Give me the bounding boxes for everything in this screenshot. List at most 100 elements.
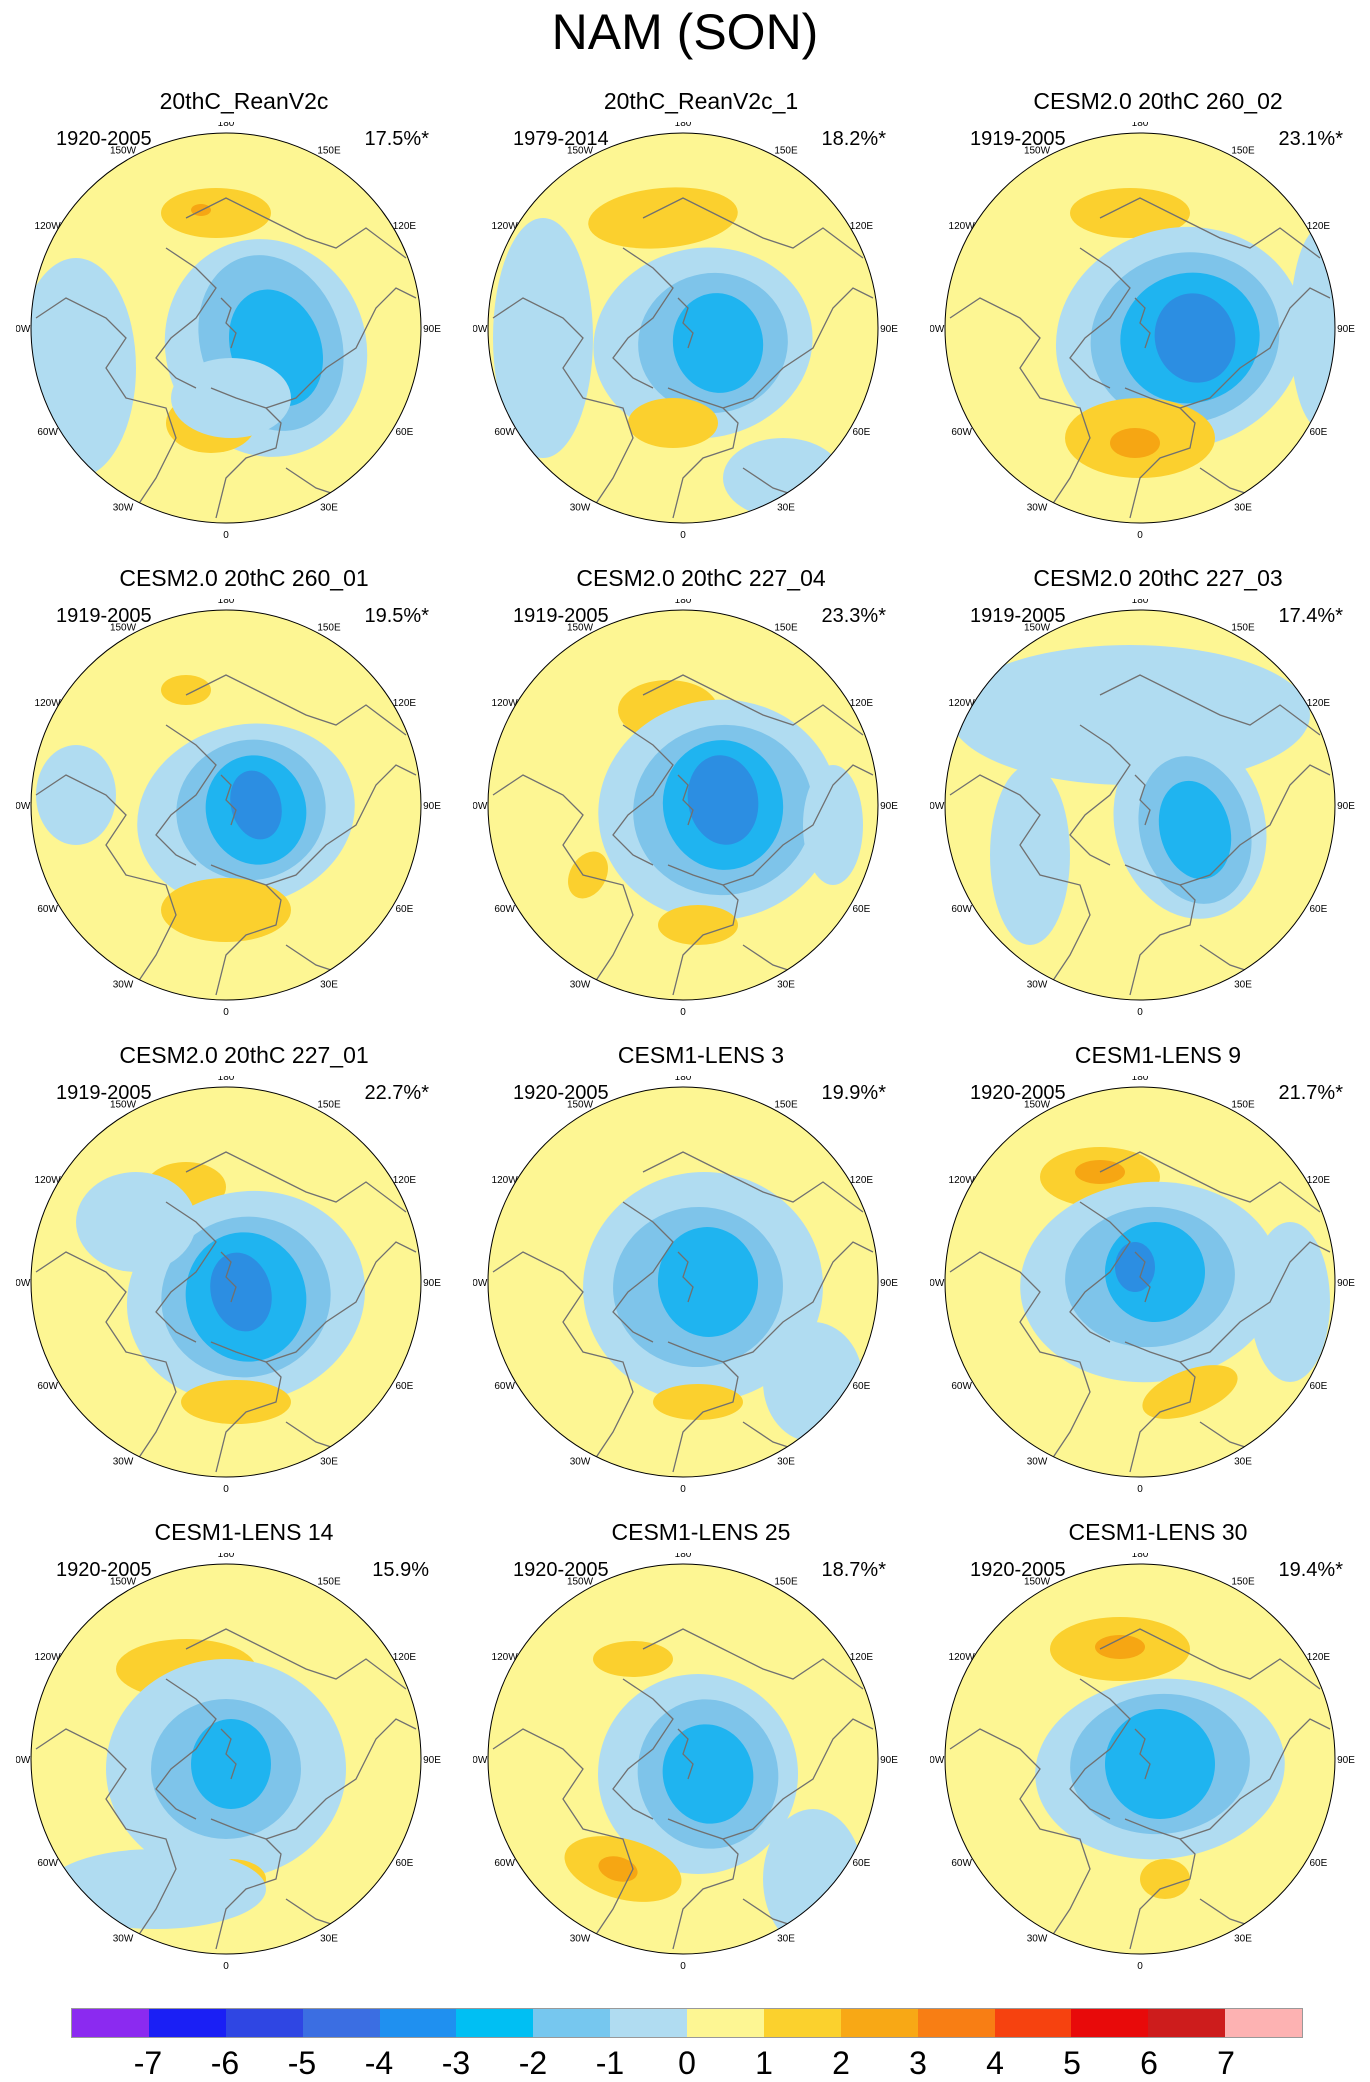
longitude-label: 60E — [396, 427, 414, 438]
coastline — [1099, 197, 1321, 259]
panel-period: 1920-2005 — [513, 1082, 609, 1104]
map-panel: CESM2.0 20thC 227_03 1919-2005 17.4%* 180 15… — [930, 565, 1370, 1043]
panel-variance-explained: 18.2%* — [821, 128, 887, 150]
coastline — [1069, 724, 1131, 866]
coastline — [265, 287, 417, 409]
panel-title: CESM1-LENS 25 — [611, 1519, 791, 1545]
longitude-label: 0 — [223, 1961, 229, 1972]
longitude-label: 60E — [396, 904, 414, 915]
coastline — [612, 1201, 674, 1343]
longitude-label: 120E — [1307, 698, 1331, 709]
anomaly-contour — [76, 1172, 196, 1272]
coastline — [667, 1818, 739, 1950]
polar-stereographic-map: 180 150E 120E 90E 60E 30E 0 30W 60W 90W 120W 150W — [16, 1553, 441, 1972]
longitude-label: 0 — [223, 1484, 229, 1495]
longitude-label: 150E — [774, 146, 798, 157]
panel-variance-explained: 22.7%* — [364, 1082, 430, 1104]
longitude-label: 180 — [218, 122, 235, 129]
anomaly-contour — [1105, 1709, 1215, 1819]
longitude-label: 30E — [320, 502, 338, 513]
longitude-label: 150E — [774, 1577, 798, 1588]
polar-stereographic-map: 180 150E 120E 90E 60E 30E 0 30W 60W 90W 120W 150W — [930, 1076, 1355, 1495]
coastline — [210, 1341, 282, 1473]
map-boundary — [487, 132, 879, 524]
longitude-label: 30W — [570, 1456, 591, 1467]
panel-title: CESM2.0 20thC 227_04 — [576, 565, 826, 591]
panel-variance-explained: 19.9%* — [821, 1082, 887, 1104]
longitude-label: 120E — [1307, 1652, 1331, 1663]
map-panel: CESM2.0 20thC 260_02 1919-2005 23.1%* 180 15… — [930, 88, 1370, 566]
longitude-label: 60W — [37, 427, 58, 438]
longitude-label: 120W — [492, 698, 519, 709]
longitude-label: 90E — [423, 1278, 441, 1289]
coastline — [667, 864, 739, 996]
polar-stereographic-map: 180 150E 120E 90E 60E 30E 0 30W 60W 90W 120W 150W — [930, 122, 1355, 541]
colorbar — [71, 2008, 1303, 2038]
coastline — [265, 1241, 417, 1363]
longitude-label: 30E — [1234, 1933, 1252, 1944]
coastline — [677, 1728, 694, 1780]
longitude-label: 30W — [570, 979, 591, 990]
coastline — [155, 1678, 217, 1820]
longitude-label: 90W — [473, 324, 488, 335]
longitude-label: 150W — [110, 1100, 137, 1111]
polar-stereographic-map: 180 150E 120E 90E 60E 30E 0 30W 60W 90W 120W 150W — [930, 1553, 1355, 1972]
longitude-label: 90E — [1337, 324, 1355, 335]
panel-variance-explained: 15.9% — [372, 1559, 429, 1581]
longitude-label: 120E — [850, 698, 874, 709]
longitude-label: 90W — [930, 324, 945, 335]
longitude-label: 60E — [853, 1381, 871, 1392]
coastline — [1099, 1151, 1321, 1213]
longitude-label: 60E — [853, 427, 871, 438]
longitude-label: 180 — [675, 599, 692, 606]
longitude-label: 150E — [1231, 623, 1255, 634]
coastline — [265, 764, 417, 886]
longitude-label: 120W — [492, 221, 519, 232]
longitude-label: 60E — [396, 1381, 414, 1392]
anomaly-contour — [588, 187, 738, 249]
colorbar-tick-label: 0 — [678, 2045, 696, 2081]
anomaly-contour — [657, 1227, 759, 1337]
coastline — [642, 197, 864, 259]
panel-title: CESM2.0 20thC 227_01 — [119, 1042, 369, 1068]
colorbar-tick-label: 6 — [1140, 2045, 1158, 2081]
coastline — [1069, 247, 1131, 389]
longitude-label: 30E — [320, 979, 338, 990]
longitude-label: 120E — [1307, 1175, 1331, 1186]
coastline — [492, 297, 634, 509]
longitude-label: 180 — [675, 122, 692, 129]
coastline — [155, 724, 217, 866]
map-panel: CESM2.0 20thC 260_01 1919-2005 19.5%* 180 15… — [16, 565, 472, 1043]
longitude-label: 120E — [393, 1175, 417, 1186]
coastline — [1134, 774, 1151, 826]
coastline — [677, 1251, 694, 1303]
longitude-label: 120W — [35, 1175, 62, 1186]
longitude-label: 30E — [1234, 979, 1252, 990]
longitude-label: 150W — [110, 623, 137, 634]
coastline — [492, 1728, 634, 1940]
anomaly-contour — [161, 878, 291, 942]
longitude-label: 60W — [951, 1381, 972, 1392]
longitude-label: 150W — [1024, 146, 1051, 157]
colorbar-tick-label: -5 — [287, 2045, 317, 2081]
panel-title: 20thC_ReanV2c — [159, 88, 329, 114]
map-boundary — [30, 1563, 422, 1955]
colorbar-swatch — [610, 2009, 687, 2037]
longitude-label: 180 — [675, 1553, 692, 1560]
longitude-label: 150E — [1231, 1577, 1255, 1588]
longitude-label: 30W — [113, 1456, 134, 1467]
longitude-label: 90W — [16, 1755, 31, 1766]
colorbar-swatch — [687, 2009, 764, 2037]
panel-variance-explained: 17.4%* — [1278, 605, 1344, 627]
coastline — [185, 1628, 407, 1690]
coastline — [1179, 287, 1331, 409]
panel-title: CESM2.0 20thC 260_01 — [119, 565, 369, 591]
coastline — [1179, 764, 1331, 886]
panel-title: CESM1-LENS 9 — [1074, 1042, 1242, 1068]
longitude-label: 120E — [850, 1175, 874, 1186]
colorbar-tick-label: -1 — [595, 2045, 625, 2081]
coastline — [220, 774, 237, 826]
panel-period: 1920-2005 — [970, 1082, 1066, 1104]
longitude-label: 30E — [1234, 502, 1252, 513]
polar-stereographic-map: 180 150E 120E 90E 60E 30E 0 30W 60W 90W 120W 150W — [473, 122, 898, 541]
